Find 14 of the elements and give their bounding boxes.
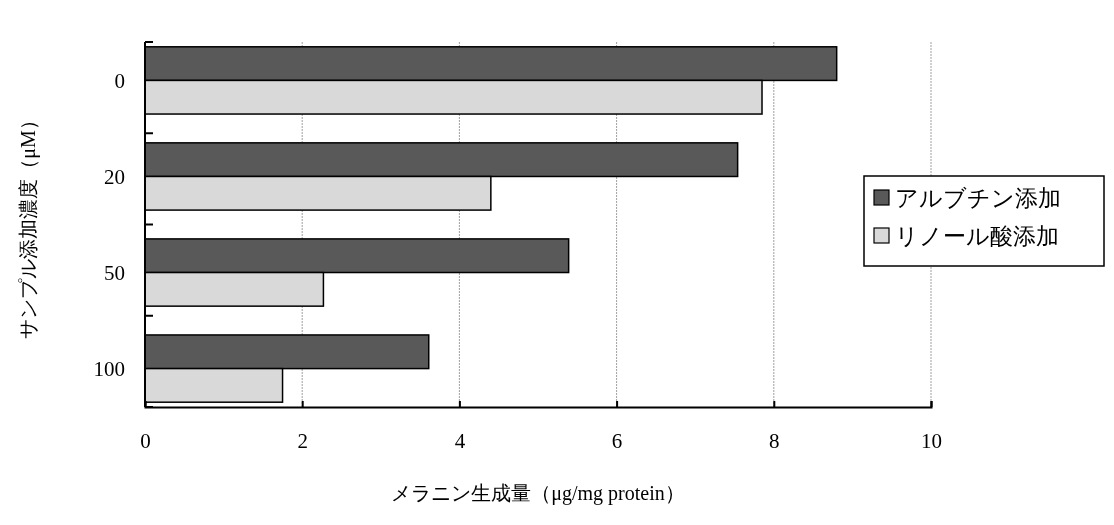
y-axis-title: サンプル添加濃度（μM）: [17, 110, 40, 339]
y-tick-label: 0: [114, 68, 125, 93]
x-tick-label: 4: [454, 428, 466, 453]
x-tick-label: 6: [611, 428, 623, 453]
x-tick-label: 2: [297, 428, 308, 453]
x-tick-label: 10: [921, 428, 942, 453]
x-tick-label: 8: [769, 428, 780, 453]
legend-label: リノール酸添加: [895, 224, 1059, 250]
legend-label: アルブチン添加: [895, 186, 1061, 212]
x-axis-title: メラニン生成量（μg/mg protein）: [391, 482, 685, 505]
y-tick-label: 100: [93, 356, 125, 381]
y-tick-label: 20: [104, 164, 125, 189]
x-tick-label: 0: [140, 428, 151, 453]
y-tick-label: 50: [104, 260, 125, 285]
